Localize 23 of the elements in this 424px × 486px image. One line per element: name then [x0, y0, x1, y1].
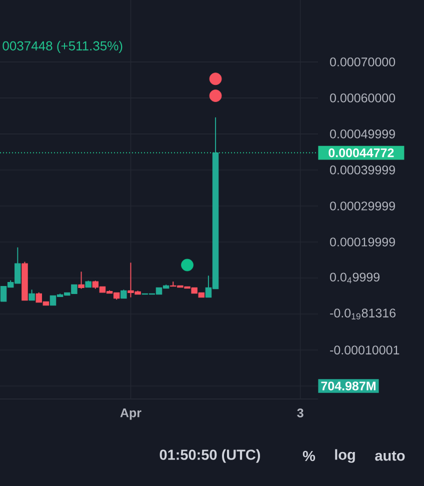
- annotation: 0037448 (+511.35%): [2, 40, 122, 54]
- point: [209, 90, 222, 102]
- text: 01:50:50 (UTC): [160, 449, 260, 463]
- y-tick-label: 0.00060000: [330, 94, 396, 102]
- ref-line-label: 0.00044772: [328, 148, 394, 158]
- x-tick-label: 3: [297, 408, 304, 418]
- candlestick: [28, 289, 35, 301]
- text: auto: [375, 451, 405, 461]
- point: [209, 72, 222, 86]
- x-tick-label: Apr: [120, 408, 142, 420]
- text: 704.987M: [321, 382, 376, 390]
- y-tick-label: 0.00039999: [330, 166, 395, 174]
- y-tick-label: -0.00010001: [330, 346, 400, 354]
- y-tick-label: 0.00070000: [330, 58, 396, 66]
- y-tick-label: 0.00029999: [330, 202, 395, 210]
- text: log: [335, 449, 355, 463]
- point: [181, 258, 194, 272]
- text: %: [302, 450, 316, 462]
- candlestick: [78, 271, 84, 290]
- y-tick-label: 0.00049999: [330, 130, 395, 138]
- y-tick-label: 0.00019999: [330, 238, 395, 246]
- y-tick-label: -0.0$_{19}$81316: [330, 308, 396, 320]
- y-tick-label: 0.0$_{4}$9999: [330, 272, 380, 284]
